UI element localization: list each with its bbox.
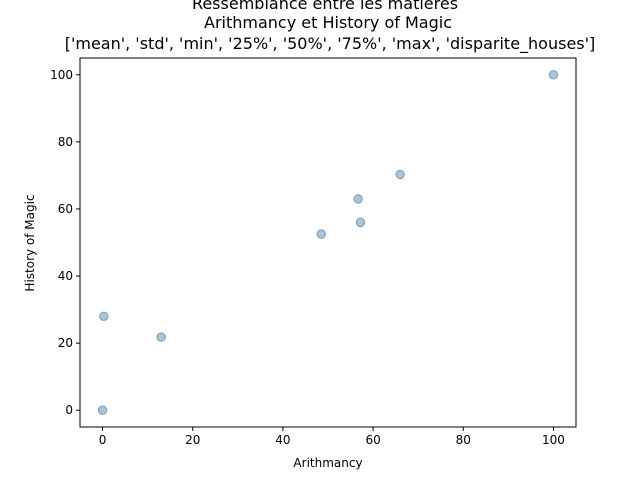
x-tick-label-5: 100 [542,433,565,447]
data-point-0 [316,229,326,239]
data-point-7 [355,217,366,228]
y-tick-label-0: 0 [65,403,73,417]
x-tick-label-0: 0 [99,433,107,447]
axes-frame [79,57,577,428]
chart-title-line-2: Arithmancy et History of Magic [204,13,452,32]
data-point-1 [99,311,109,321]
data-point-6 [548,70,559,80]
y-tick-label-2: 40 [58,269,73,283]
x-tick-label-4: 80 [456,433,471,447]
x-tick-label-2: 40 [275,433,290,447]
data-point-5 [395,169,405,180]
y-axis-label: History of Magic [23,194,37,291]
plot-area: 0 20 40 60 80 100 0 20 40 60 80 100 [50,57,577,447]
y-tick-label-1: 20 [58,336,73,350]
chart-title-line-3: ['mean', 'std', 'min', '25%', '50%', '75… [65,34,596,54]
data-point-3 [156,332,166,342]
y-tick-label-5: 100 [50,68,73,82]
data-point-4 [353,194,363,204]
x-tick-label-1: 20 [185,433,200,447]
x-tick-label-3: 60 [365,433,380,447]
y-tick-label-3: 60 [58,202,73,216]
chart-title-line-1: Ressemblance entre les matieres [192,0,458,13]
data-point-2 [97,405,108,415]
x-axis-label: Arithmancy [293,456,362,470]
y-tick-label-4: 80 [58,135,73,149]
